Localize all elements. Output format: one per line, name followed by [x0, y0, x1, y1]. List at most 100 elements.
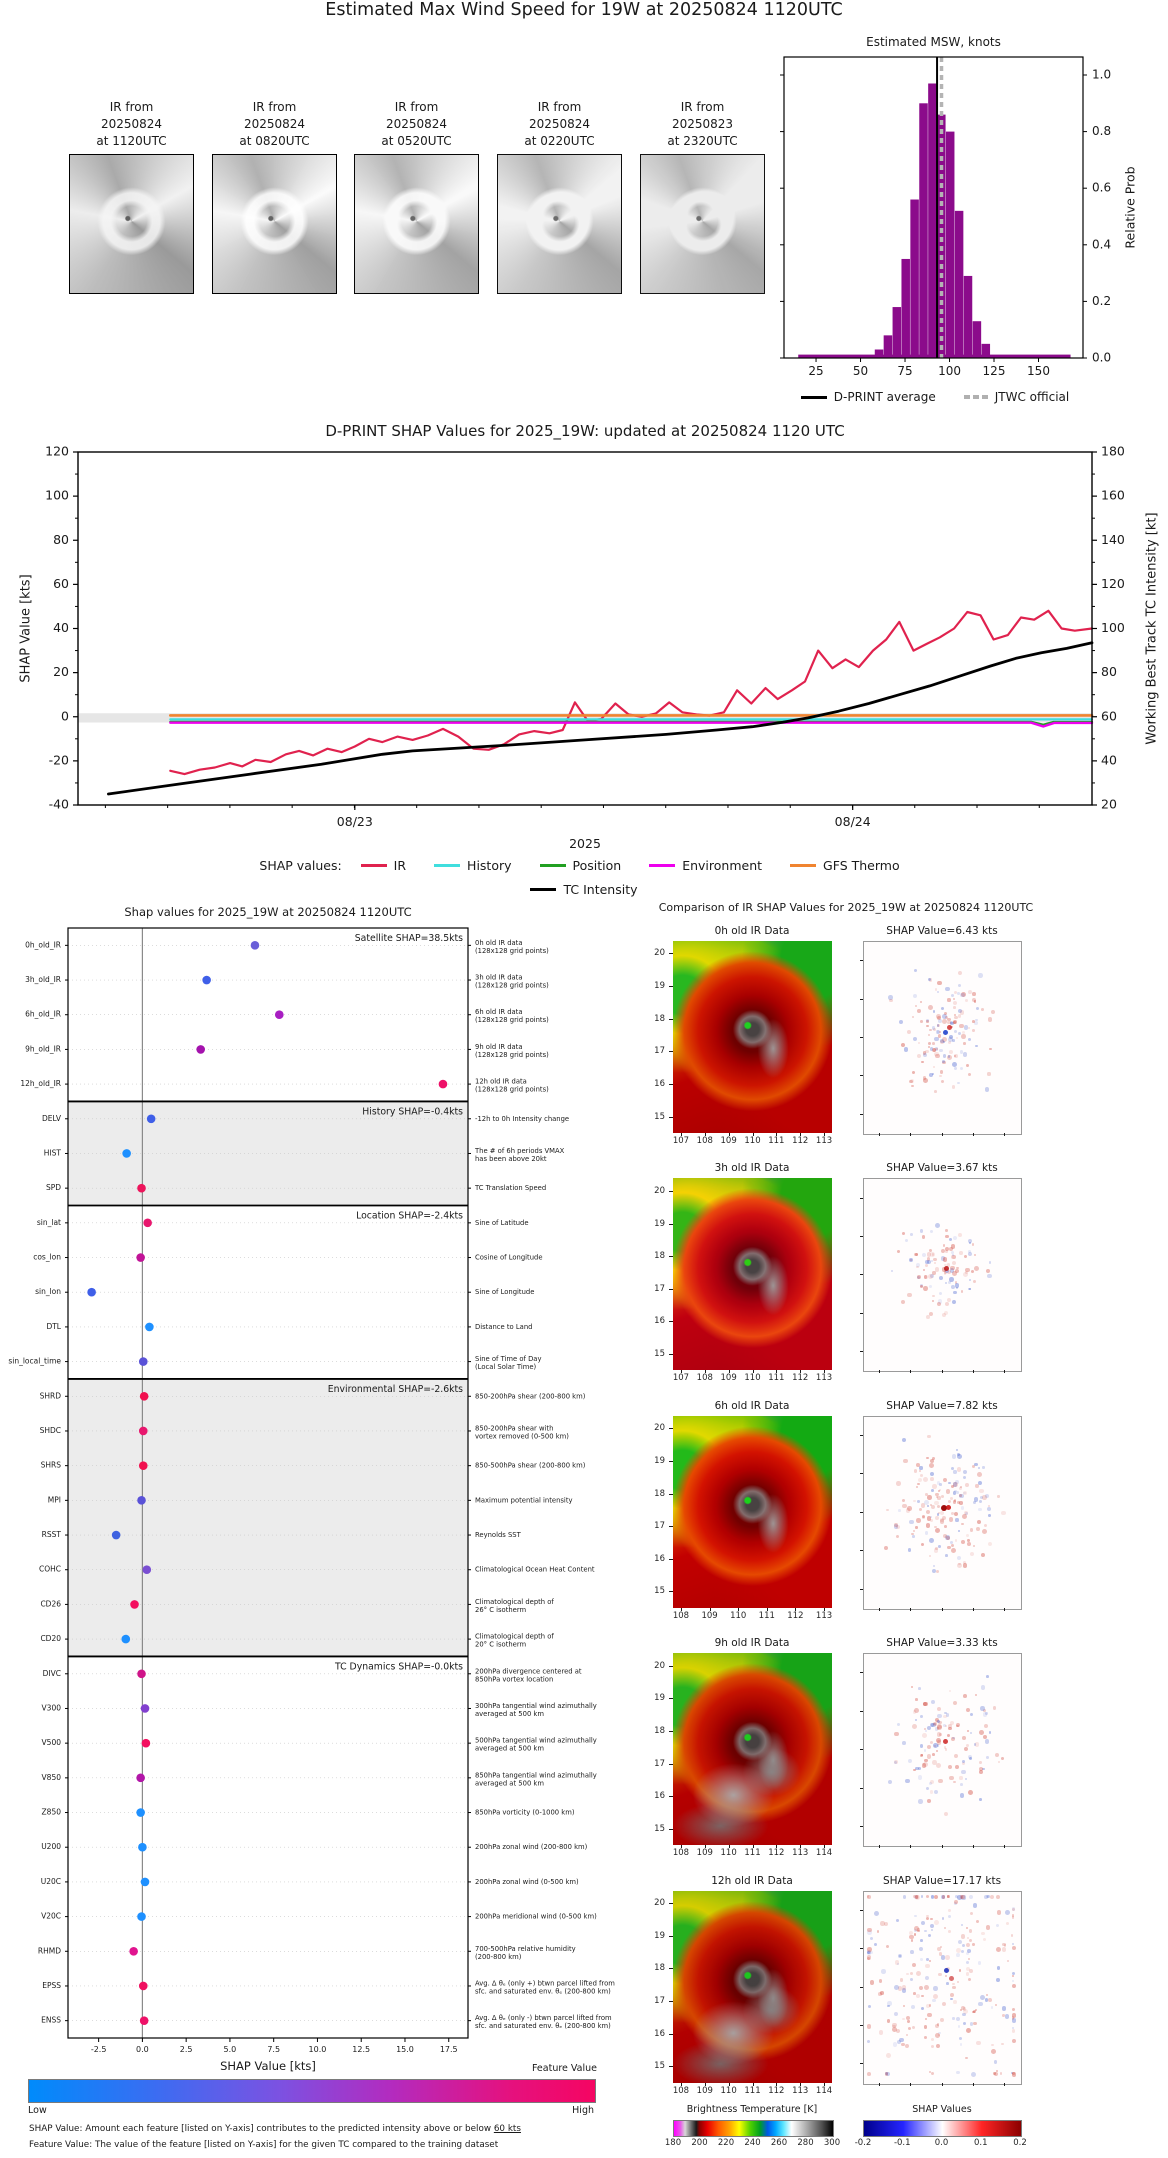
shap-speckle [1011, 1907, 1016, 1911]
shap-speckle [962, 1475, 967, 1480]
feature-description: 850-500hPa shear (200-800 km) [475, 1462, 586, 1470]
shap-speckle [917, 1775, 923, 1780]
shap-speckle [932, 1760, 937, 1765]
shap-map-x-tick [972, 1133, 974, 1136]
ir-data-image-1 [673, 1178, 832, 1371]
shap-speckle [932, 1065, 936, 1068]
x-tick-label: 112 [787, 1610, 804, 1621]
y-tick-label: 15 [654, 2061, 665, 2072]
shap-speckle [1001, 1947, 1007, 1953]
shap-speckle [893, 1760, 898, 1765]
shap-value-note-underline: 60 kts [493, 2124, 521, 2134]
shap-speckle [952, 997, 956, 1001]
y-tick-label: 18 [654, 1963, 665, 1974]
shap-speckle [925, 1964, 930, 1969]
shap-map-x-tick [972, 2082, 974, 2086]
shap-speckle [966, 1533, 970, 1537]
x-tick-label: 113 [792, 2085, 809, 2096]
y-tick-label: 0.6 [1092, 181, 1111, 195]
shap-speckle [915, 1766, 919, 1771]
y-tick-label: 19 [654, 1930, 665, 1941]
y-tick-label: 0.2 [1092, 294, 1111, 308]
shap-speckle [917, 1500, 920, 1503]
y-tick-label: 18 [654, 1013, 665, 1024]
shap-speckle [1005, 1910, 1010, 1915]
shap-speckle [933, 1261, 937, 1265]
shap-speckle [972, 1019, 976, 1023]
shap-speckle [988, 1731, 992, 1734]
shap-speckle [996, 1895, 1000, 1900]
shap-speckle [969, 1551, 975, 1557]
shap-focal-speckle [947, 1024, 953, 1030]
shap-speckle [920, 1503, 926, 1508]
series-swatch [360, 864, 387, 867]
feature-label: 3h_old_IR [25, 975, 61, 984]
shap-speckle [930, 1722, 935, 1727]
y-tick-mark [669, 1288, 673, 1290]
shap-speckle [943, 1271, 947, 1274]
shap-speckle [910, 1233, 913, 1236]
y-tick-label: 18 [654, 1251, 665, 1262]
legend-item: History [434, 858, 512, 873]
shap-map-x-tick [941, 1133, 943, 1136]
shap-speckle [910, 1950, 915, 1954]
y-tick-label: 0.0 [1092, 351, 1111, 365]
shap-speckle [912, 1768, 916, 1772]
x-tick-label: 111 [744, 2085, 761, 2096]
shap-speckle [914, 1252, 918, 1257]
shap-speckle [941, 1895, 946, 1900]
shap-speckle [979, 1769, 984, 1774]
x-tick-label: 113 [815, 1373, 833, 1384]
feature-dot [136, 1808, 145, 1817]
shap-speckle [951, 1254, 956, 1260]
shap-speckle [959, 2043, 962, 2046]
shap-speckle [915, 1895, 920, 1899]
y-tick-label: 17 [654, 1521, 665, 1532]
shap-speckle [965, 1270, 969, 1274]
shap-map-y-tick [860, 1672, 863, 1674]
shap-speckle [953, 1489, 957, 1493]
shap-speckle [1011, 1908, 1015, 1912]
x-tick-label: 112 [792, 1136, 809, 1146]
x-tick-mark [680, 1370, 682, 1374]
shap-focal-speckle [948, 1976, 954, 1982]
shap-speckle [934, 1717, 940, 1723]
y-tick-label: 20 [654, 1898, 665, 1909]
shap-speckle [890, 1269, 894, 1273]
shap-speckle [953, 1470, 957, 1474]
shap-speckle [943, 1746, 947, 1750]
shap-map-y-tick [860, 1473, 863, 1475]
shap-speckle [931, 1722, 936, 1728]
ir-thumbnail-label: IR from 20250823 at 2320UTC [667, 100, 738, 148]
shap-speckle [896, 1535, 900, 1539]
shap-speckle [951, 1085, 956, 1089]
shap-colorbar [863, 2120, 1022, 2137]
shap-speckle [952, 1737, 955, 1740]
feature-dot [142, 1565, 152, 1575]
shap-speckle [960, 1506, 965, 1511]
shap-map-y-tick [860, 1236, 863, 1237]
shap-speckle [959, 1251, 963, 1255]
legend-label: Environment [682, 858, 763, 873]
shap-speckle [978, 1730, 984, 1736]
shap-speckle [950, 1265, 955, 1270]
shap-speckle [917, 1929, 921, 1933]
shap-map-y-tick [860, 1435, 863, 1436]
shap-speckle [967, 1539, 970, 1542]
shap-speckle [952, 1039, 955, 1042]
shap-speckle [955, 1286, 959, 1290]
shap-speckle [918, 1470, 921, 1473]
shap-speckle [914, 1895, 918, 1899]
shap-map-y-tick [860, 1588, 863, 1590]
feature-description: Reynolds SST [475, 1531, 522, 1539]
shap-speckle [955, 1722, 960, 1728]
shap-speckle [958, 1232, 963, 1237]
ir-satellite-image [69, 154, 194, 294]
shap-speckle [933, 1994, 939, 2000]
shap-speckle [926, 1917, 930, 1921]
shap-speckle [867, 2072, 871, 2076]
shap-speckle [939, 1518, 945, 1524]
shap-speckle [928, 1959, 932, 1963]
y-tick-label: 17 [654, 1996, 665, 2006]
shap-speckle [978, 1766, 983, 1771]
